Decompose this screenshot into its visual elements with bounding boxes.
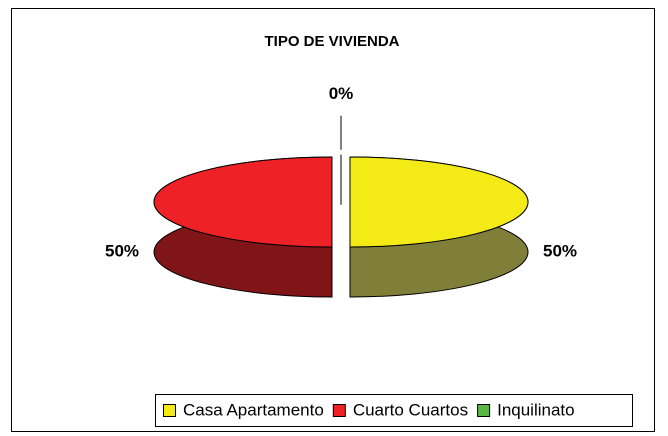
pie-slice [349, 156, 529, 248]
legend-swatch [163, 404, 176, 417]
chart-border [11, 8, 655, 432]
pie-slice [153, 156, 333, 248]
legend-label: Casa Apartamento [183, 400, 324, 419]
data-label: 50% [543, 241, 577, 260]
legend-swatch [332, 404, 346, 417]
data-label: 50% [105, 241, 139, 260]
legend-label: Inquilinato [497, 400, 575, 419]
legend-box [155, 394, 633, 427]
legend: Casa Apartamento Cuarto Cuartos Inquilinat… [163, 400, 575, 419]
data-labels: 50% 50% 0% [105, 84, 577, 260]
pie-tops [153, 154, 529, 248]
legend-label: Cuarto Cuartos [353, 400, 468, 419]
data-label: 0% [329, 84, 354, 103]
legend-swatch [477, 404, 491, 417]
chart-title: TIPO DE VIVIENDA [264, 33, 399, 50]
